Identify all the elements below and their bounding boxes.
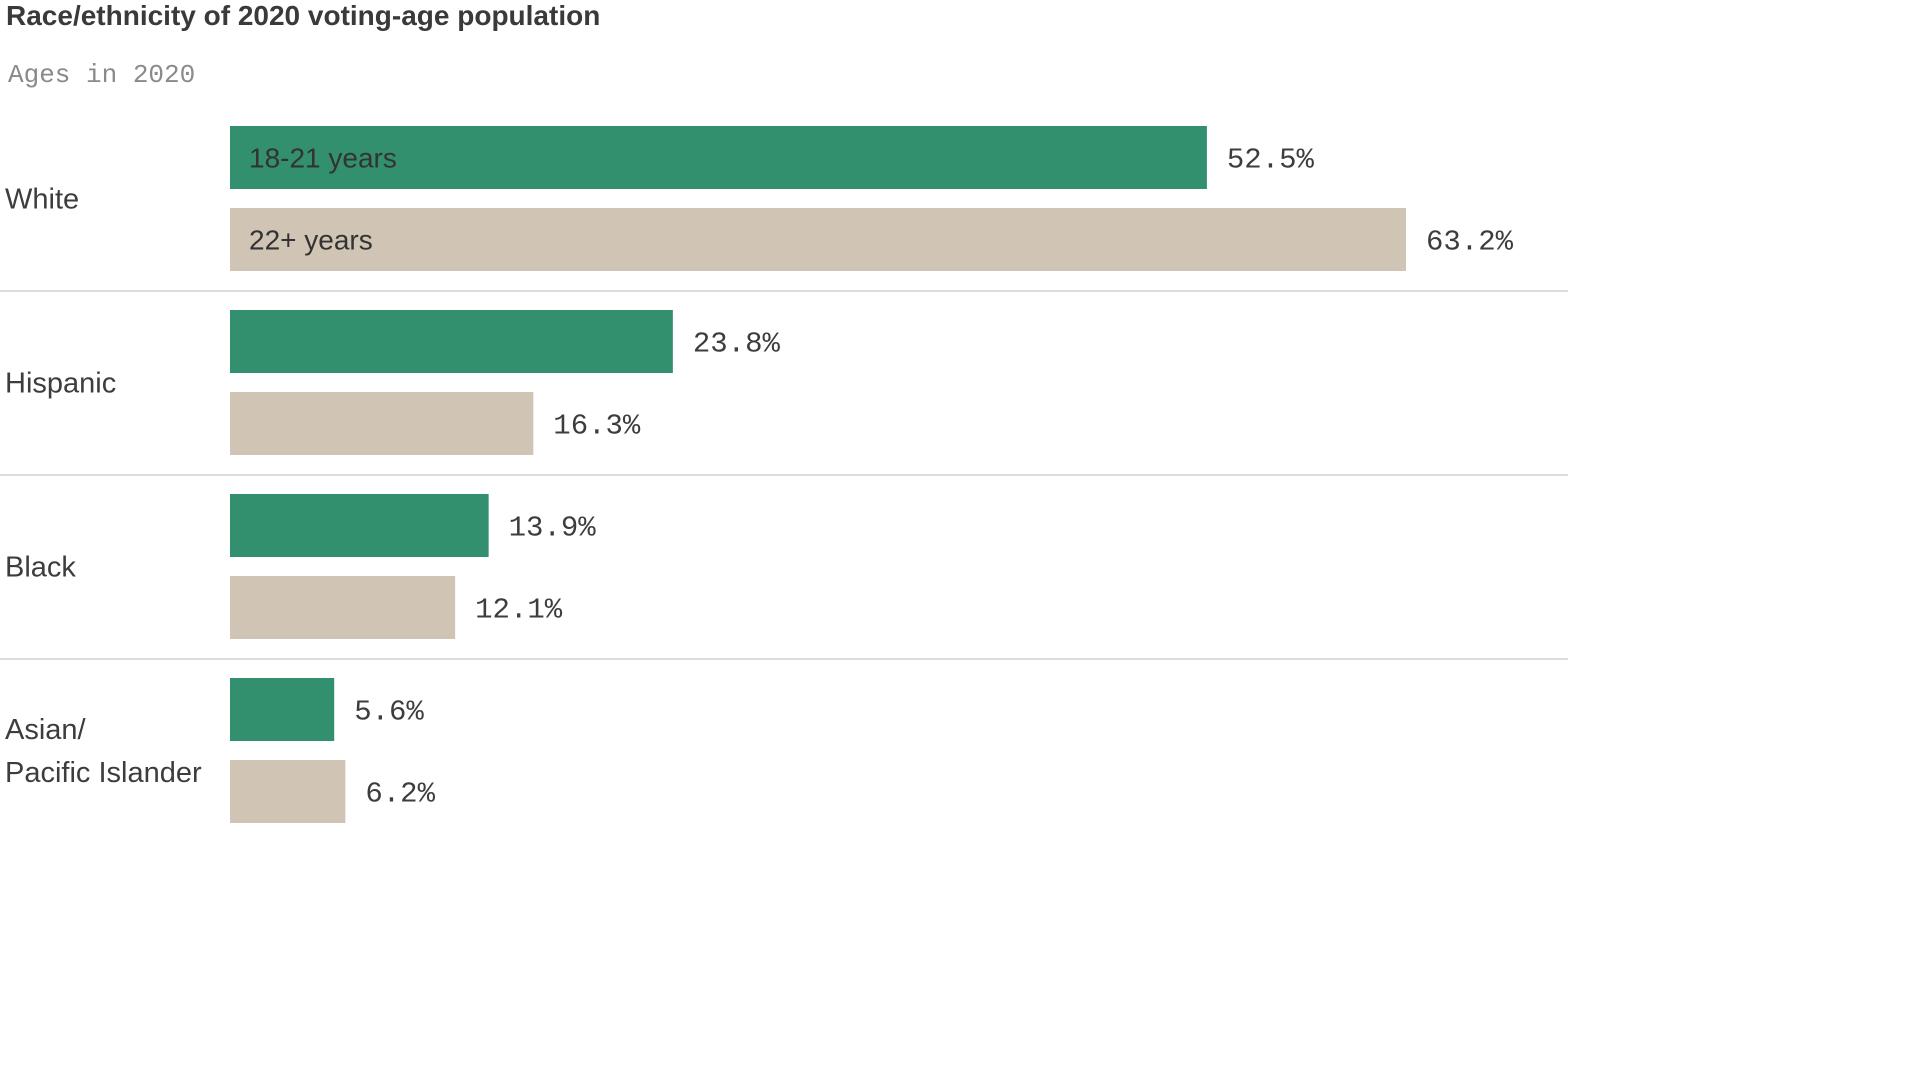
series-name-2: 22+ years (249, 225, 373, 256)
value-label-asian-pacific-islander-series-2: 6.2% (365, 778, 435, 811)
category-label-hispanic: Hispanic (5, 368, 116, 400)
category-label-asian-pacific-islander: Asian/Pacific Islander (5, 714, 202, 789)
category-label-white: White (5, 184, 79, 216)
value-label-white-series-2: 63.2% (1426, 226, 1514, 259)
bar-white-series-1 (230, 126, 1207, 189)
bar-asian-pacific-islander-series-1 (230, 678, 335, 741)
category-label-black: Black (5, 552, 76, 584)
bar-hispanic-series-2 (230, 392, 534, 455)
value-label-black-series-1: 13.9% (509, 512, 597, 545)
value-label-hispanic-series-2: 16.3% (553, 410, 641, 443)
value-label-white-series-1: 52.5% (1227, 144, 1315, 177)
value-label-asian-pacific-islander-series-1: 5.6% (354, 696, 424, 729)
value-label-hispanic-series-1: 23.8% (693, 328, 781, 361)
bar-black-series-2 (230, 576, 456, 639)
bar-black-series-1 (230, 494, 489, 557)
chart-subtitle: Ages in 2020 (8, 60, 196, 90)
bar-chart: White 52.5% 18-21 years 63.2% 22+ years Hispa… (0, 126, 1568, 823)
series-name-1: 18-21 years (249, 143, 397, 174)
bar-white-series-2 (230, 208, 1406, 271)
bar-hispanic-series-1 (230, 310, 673, 373)
chart-title: Race/ethnicity of 2020 voting-age popula… (6, 0, 601, 31)
bar-asian-pacific-islander-series-2 (230, 760, 346, 823)
value-label-black-series-2: 12.1% (475, 594, 563, 627)
